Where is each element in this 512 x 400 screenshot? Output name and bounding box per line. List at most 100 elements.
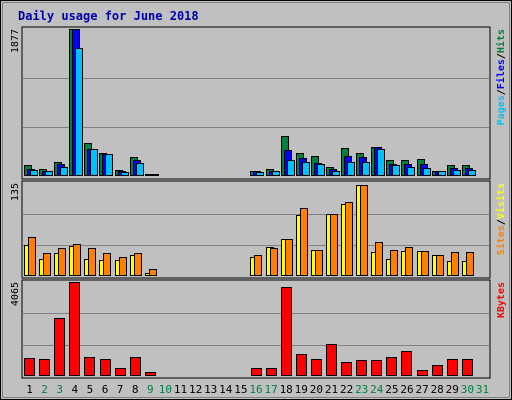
legend-entry-files: Files [495,59,507,89]
bar-kbytes-day-6 [100,359,111,376]
x-tick-label-day-19: 19 [295,383,308,396]
bar-sites-day-21 [330,214,338,276]
x-tick-label-day-17: 17 [264,383,277,396]
bar-sites-day-27 [421,251,429,276]
bar-sites-day-25 [390,250,398,276]
bar-pages-day-4 [75,48,83,176]
panel-top-ymax-label: 1877 [10,29,21,53]
x-tick-label-day-27: 27 [415,383,428,396]
bar-kbytes-day-3 [54,318,65,376]
bar-kbytes-day-18 [281,287,292,376]
x-tick-label-day-1: 1 [26,383,33,396]
bar-kbytes-day-19 [296,354,307,376]
x-tick-label-day-12: 12 [189,383,202,396]
legend-separator: / [496,89,507,95]
bar-pages-day-16 [256,172,264,176]
bar-pages-day-21 [332,171,340,176]
bar-sites-day-8 [134,253,142,276]
panel-bottom-legend: KBytes [496,282,507,318]
bar-kbytes-day-8 [130,357,141,376]
legend-entry-pages: Pages [496,95,507,125]
bar-pages-day-5 [90,149,98,176]
x-tick-label-day-16: 16 [249,383,262,396]
bar-kbytes-day-2 [39,359,50,376]
bar-kbytes-day-20 [311,359,322,376]
legend-separator: / [496,219,507,225]
x-tick-label-day-2: 2 [41,383,48,396]
bar-kbytes-day-22 [341,362,352,376]
bar-pages-day-8 [136,163,144,176]
bar-sites-day-23 [360,185,368,276]
panel-top-legend: Pages/Files/Hits [495,29,507,125]
bar-kbytes-day-17 [266,368,277,376]
x-tick-label-day-28: 28 [431,383,444,396]
panel-bottom-ymax-label: 4065 [10,282,21,306]
x-tick-label-day-29: 29 [446,383,459,396]
bar-pages-day-17 [272,171,280,176]
x-tick-label-day-23: 23 [355,383,368,396]
x-tick-label-day-18: 18 [280,383,293,396]
bar-sites-day-20 [315,250,323,276]
bar-kbytes-day-1 [24,358,35,376]
panel-bottom: 4065 KBytes [10,279,507,379]
bar-kbytes-day-23 [356,360,367,376]
bar-pages-day-28 [438,171,446,176]
bar-sites-day-1 [28,237,36,276]
legend-entry-hits: Hits [495,29,507,53]
bar-pages-day-30 [468,170,476,176]
bar-sites-day-9 [149,269,157,276]
x-tick-label-day-4: 4 [71,383,78,396]
bar-pages-day-6 [105,154,113,176]
bar-pages-day-1 [30,170,38,176]
bar-kbytes-day-29 [447,359,458,376]
x-tick-label-day-31: 31 [476,383,489,396]
bar-kbytes-day-21 [326,344,337,376]
x-tick-label-day-5: 5 [87,383,94,396]
bar-pages-day-23 [362,162,370,176]
bar-sites-day-26 [405,247,413,276]
bar-pages-day-26 [407,167,415,176]
bar-sites-day-3 [58,248,66,276]
bar-kbytes-day-30 [462,359,473,376]
bar-pages-day-19 [302,162,310,176]
bar-kbytes-day-28 [432,365,443,376]
bar-kbytes-day-4 [69,282,80,376]
bar-sites-day-4 [73,244,81,276]
bar-kbytes-day-16 [251,368,262,376]
panel-middle-legend: Sites/Visits [495,183,507,255]
bar-pages-day-3 [60,167,68,176]
bar-sites-day-17 [270,248,278,276]
bar-sites-day-30 [466,252,474,276]
x-tick-label-day-22: 22 [340,383,353,396]
bar-kbytes-day-26 [401,351,412,376]
bar-pages-day-2 [45,171,53,176]
panel-middle: 135 Sites/Visits [10,180,507,279]
bar-sites-day-7 [119,257,127,276]
x-tick-label-day-30: 30 [461,383,474,396]
x-tick-label-day-3: 3 [56,383,63,396]
bar-pages-day-20 [317,164,325,176]
bar-pages-day-27 [423,168,431,176]
x-tick-label-day-7: 7 [117,383,124,396]
x-tick-label-day-24: 24 [370,383,384,396]
x-tick-label-day-21: 21 [325,383,338,396]
legend-separator: / [496,53,507,59]
bar-sites-day-24 [375,242,383,276]
bar-pages-day-18 [287,160,295,176]
bar-kbytes-day-24 [371,360,382,376]
legend-entry-sites: Sites [495,225,507,255]
bar-kbytes-day-5 [84,357,95,376]
bar-kbytes-day-7 [115,368,126,376]
x-tick-label-day-8: 8 [132,383,139,396]
legend-entry-kbytes: KBytes [496,282,507,318]
x-tick-label-day-9: 9 [147,383,154,396]
x-tick-label-day-6: 6 [102,383,109,396]
panel-middle-ymax-label: 135 [10,183,21,201]
bar-sites-day-28 [436,255,444,276]
bar-pages-day-9 [151,174,159,176]
bar-pages-day-7 [121,172,129,176]
